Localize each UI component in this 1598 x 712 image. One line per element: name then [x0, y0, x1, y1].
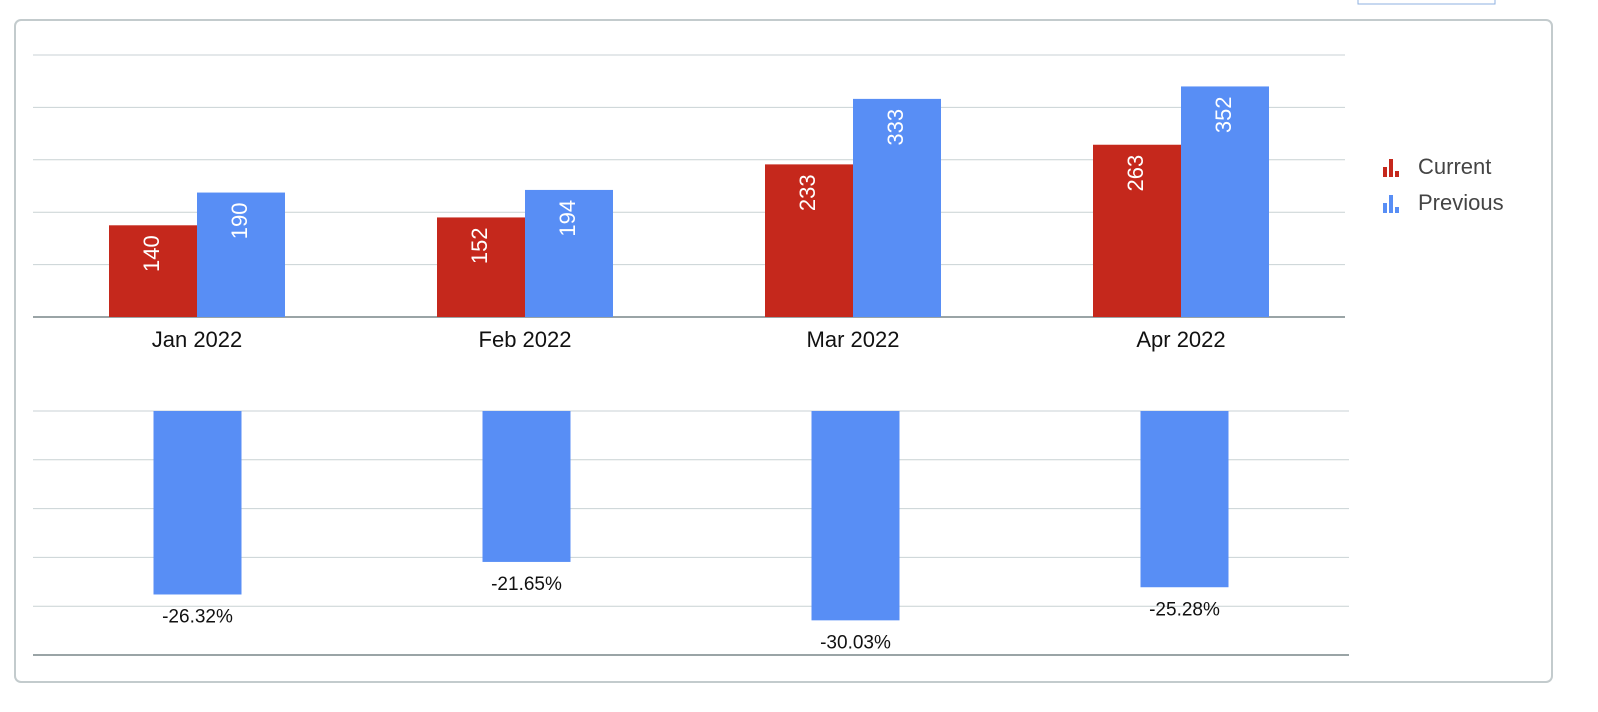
bar	[765, 164, 853, 317]
legend-icon	[1389, 195, 1393, 213]
x-tick-label: Jan 2022	[152, 327, 243, 352]
bar-value-label: 352	[1211, 96, 1236, 133]
bar	[1140, 411, 1229, 588]
bar-value-label: 140	[139, 235, 164, 272]
bar-value-label: 263	[1123, 155, 1148, 192]
bar-value-label: 233	[795, 174, 820, 211]
bar	[482, 411, 571, 562]
bar	[1181, 86, 1269, 317]
bar-value-label: 194	[555, 200, 580, 237]
bar-value-label: -25.28%	[1149, 599, 1220, 620]
toolbar-box	[1357, 0, 1496, 5]
legend-label: Previous	[1418, 190, 1504, 215]
bar	[1093, 144, 1181, 317]
bar	[437, 217, 525, 317]
chart-frame	[14, 19, 1553, 683]
bar-value-label: 152	[467, 227, 492, 264]
legend-icon	[1383, 167, 1387, 177]
x-tick-label: Mar 2022	[807, 327, 900, 352]
bar	[197, 192, 285, 317]
x-tick-label: Apr 2022	[1136, 327, 1225, 352]
bar	[153, 411, 242, 595]
bar	[811, 411, 900, 621]
bar-value-label: 190	[227, 203, 252, 240]
bar	[525, 189, 613, 317]
bar-value-label: -30.03%	[820, 632, 891, 653]
legend-icon	[1383, 203, 1387, 213]
legend-icon	[1395, 207, 1399, 213]
legend-icon	[1395, 171, 1399, 177]
bar	[109, 225, 197, 317]
bar-value-label: 333	[883, 109, 908, 146]
x-tick-label: Feb 2022	[479, 327, 572, 352]
legend-label: Current	[1418, 154, 1491, 179]
bar-value-label: -26.32%	[162, 607, 233, 628]
bar-value-label: -21.65%	[491, 574, 562, 595]
legend-icon	[1389, 159, 1393, 177]
bar	[853, 98, 941, 317]
